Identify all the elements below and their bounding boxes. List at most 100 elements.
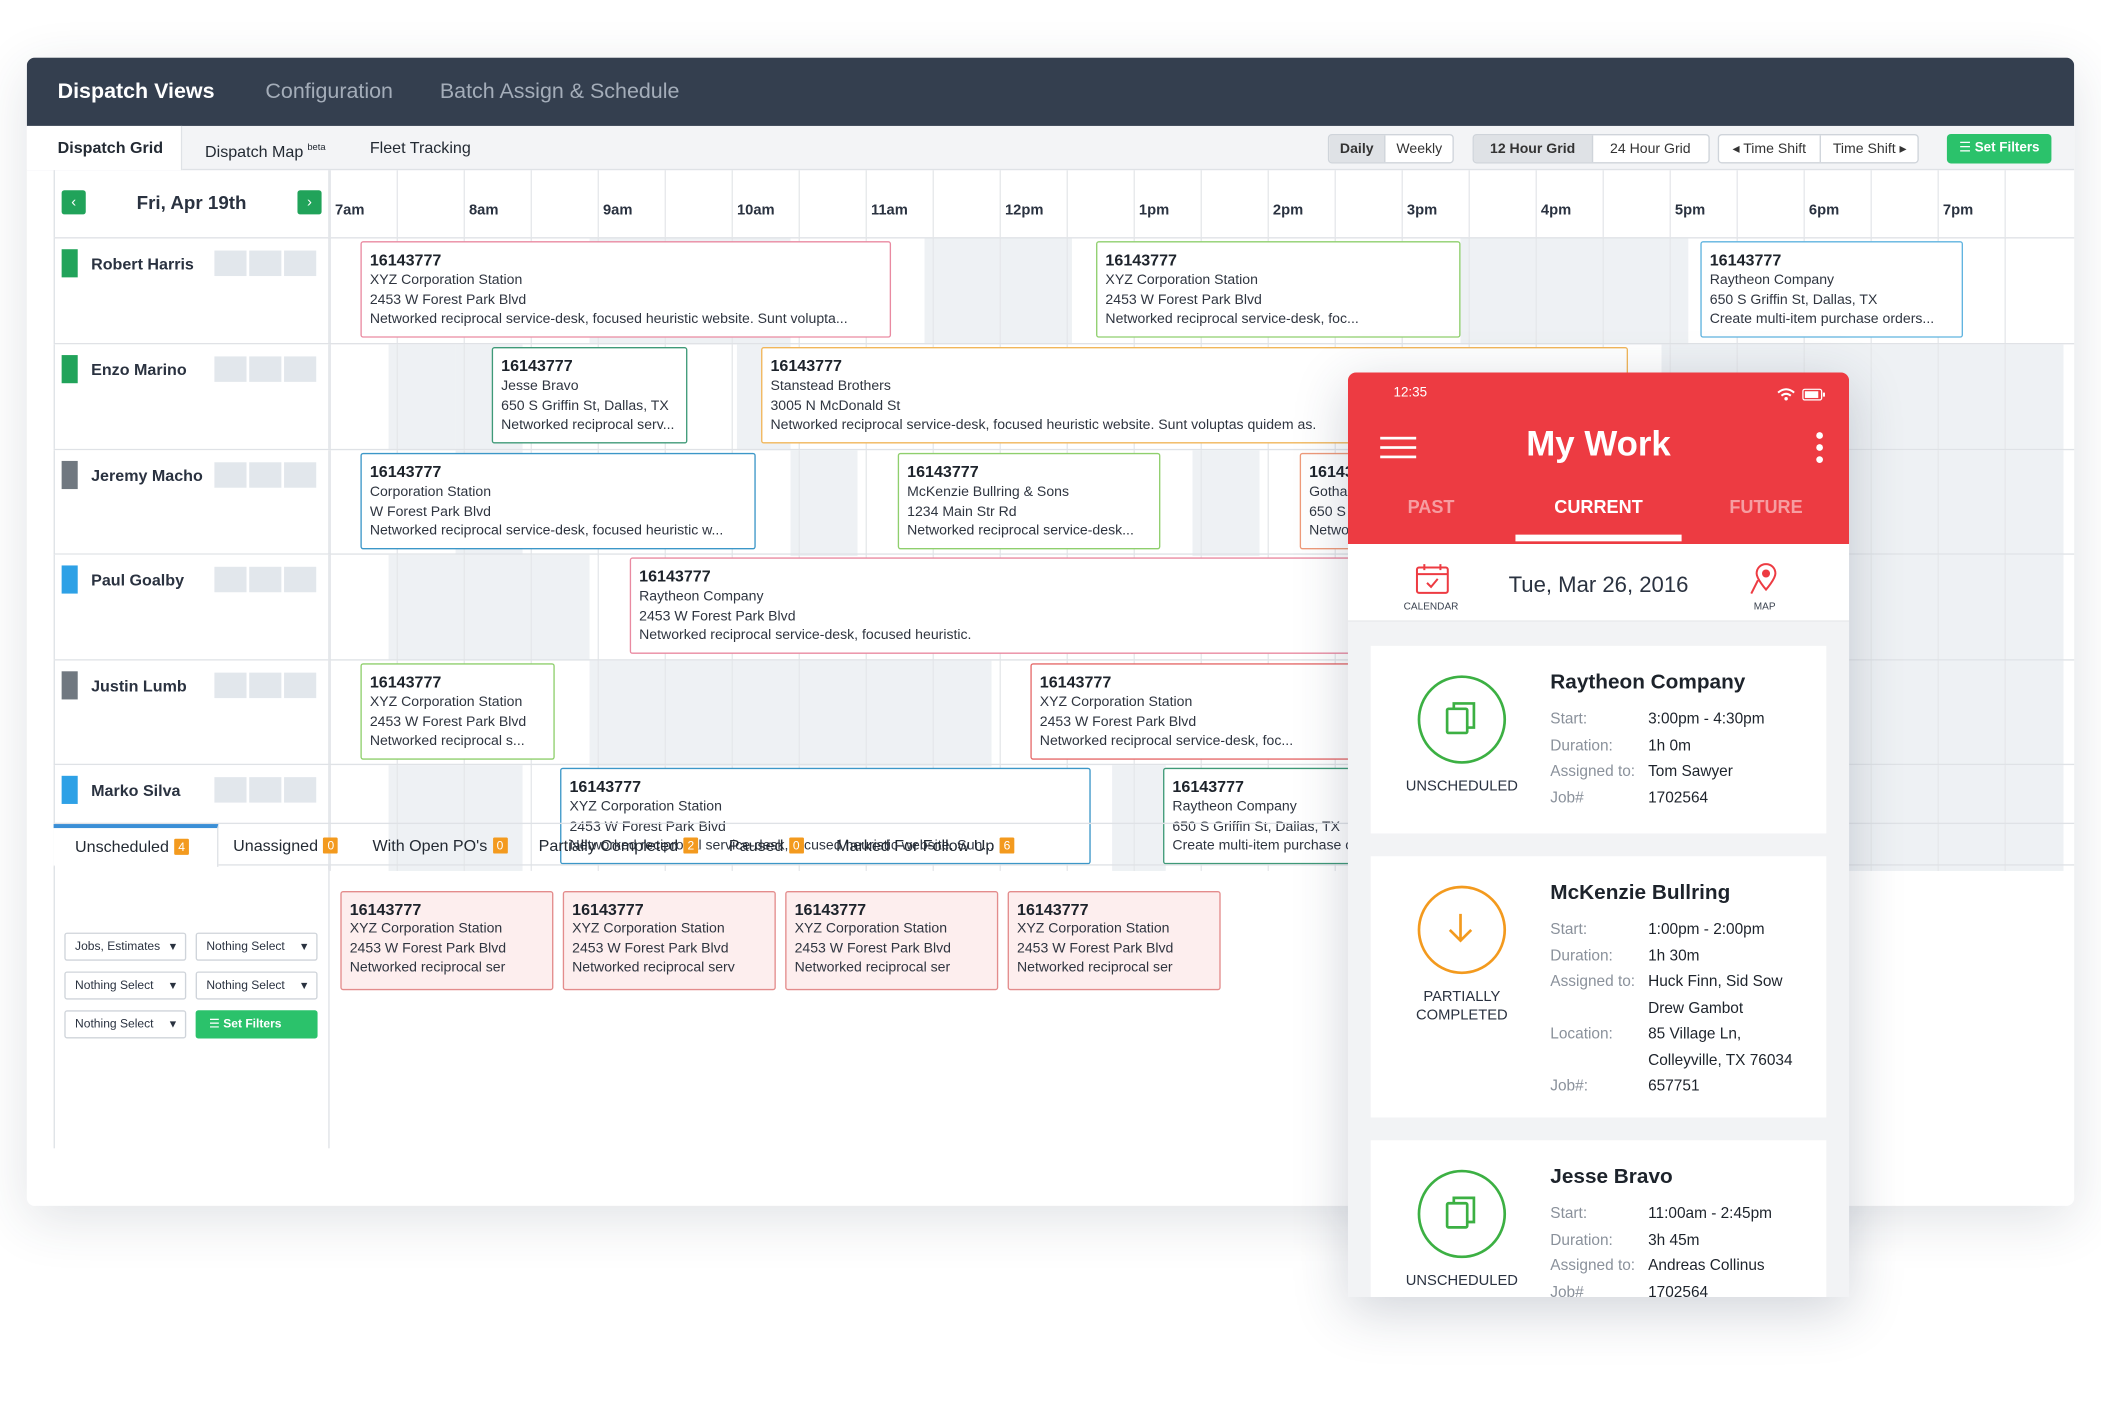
set-filters-label: Set Filters: [1974, 140, 2040, 156]
filter-select[interactable]: Nothing Select ▼: [195, 971, 318, 1000]
scheduled-job-card[interactable]: 16143777 McKenzie Bullring & Sons 1234 Mai…: [897, 452, 1161, 550]
technician-cell[interactable]: Robert Harris: [53, 238, 330, 344]
job-description: Networked reciprocal s...: [369, 733, 525, 750]
job-description: Networked reciprocal ser: [349, 959, 506, 976]
job-status-label: PARTIALLY COMPLETED: [1415, 988, 1508, 1024]
12-hour-grid-button[interactable]: 12 Hour Grid: [1473, 135, 1593, 163]
tab-dispatch-map[interactable]: Dispatch Map beta: [205, 126, 326, 170]
tab-label: Unscheduled: [75, 837, 169, 857]
calendar-button[interactable]: CALENDAR: [1391, 560, 1471, 614]
half-hour-divider: [1066, 170, 1134, 238]
filter-select[interactable]: Nothing Select ▼: [64, 971, 187, 1000]
tab-future[interactable]: FUTURE: [1729, 497, 1803, 518]
grid-line: [2004, 554, 2006, 660]
unavailable-slot: [388, 554, 590, 660]
tab-paused[interactable]: Paused 0: [729, 824, 804, 867]
unscheduled-job-card[interactable]: 16143777 XYZ Corporation Station 2453 W …: [1007, 891, 1221, 991]
map-button[interactable]: MAP: [1724, 560, 1804, 614]
field-label: Assigned to:: [1550, 1258, 1636, 1275]
grid-line: [932, 238, 934, 344]
scheduled-job-card[interactable]: 16143777 Jesse Bravo 650 S Griffin St, Dal…: [491, 347, 688, 444]
tab-current[interactable]: CURRENT: [1554, 497, 1643, 518]
technician-slot-indicator: [284, 462, 317, 488]
filter-select[interactable]: Nothing Select ▼: [64, 1010, 187, 1039]
mobile-job-card[interactable]: UNSCHEDULED Raytheon Company Start: 3:00pm …: [1370, 645, 1827, 834]
technician-name: Robert Harris: [91, 254, 194, 274]
grid-line: [1937, 344, 1939, 450]
select-value: Nothing Select: [75, 1016, 154, 1031]
technician-cell[interactable]: Enzo Marino: [53, 344, 330, 449]
technician-cell[interactable]: Paul Goalby: [53, 554, 330, 660]
grid-line: [1870, 765, 1872, 871]
unavailable-slot: [924, 238, 1072, 344]
grid-line: [798, 660, 800, 766]
job-description: Create multi-item purchase orders...: [1709, 311, 1935, 328]
grid-line: [396, 344, 398, 450]
hour-label: 6pm: [1803, 170, 1871, 238]
technician-cell[interactable]: Justin Lumb: [53, 660, 330, 766]
date-header: ‹ Fri, Apr 19th ›: [53, 170, 330, 238]
half-hour-divider: [2004, 170, 2072, 238]
field-label: Duration:: [1550, 1232, 1613, 1249]
filter-select[interactable]: Nothing Select ▼: [195, 932, 318, 961]
nav-configuration[interactable]: Configuration: [265, 79, 393, 103]
scheduled-job-card[interactable]: 16143777 Corporation Station W Forest Park…: [360, 452, 756, 550]
scheduled-job-card[interactable]: 16143777 XYZ Corporation Station 2453 W Fo…: [360, 241, 892, 338]
prev-day-button[interactable]: ‹: [61, 190, 86, 215]
queue-set-filters-button[interactable]: ☰ Set Filters: [195, 1010, 318, 1039]
job-id: 16143777: [369, 250, 442, 270]
technician-slot-indicator: [249, 672, 282, 699]
chevron-right-icon: ›: [307, 194, 312, 211]
weekly-button[interactable]: Weekly: [1396, 140, 1443, 157]
hour-label: 1pm: [1133, 170, 1201, 238]
tab-fleet-tracking[interactable]: Fleet Tracking: [370, 126, 471, 170]
select-value: Nothing Select: [206, 939, 285, 953]
scheduled-job-card[interactable]: 16143777 XYZ Corporation Station 2453 W Fo…: [360, 663, 555, 760]
scheduled-job-card[interactable]: 16143777 XYZ Corporation Station 2453 W Fo…: [1096, 241, 1461, 338]
24-hour-grid-button[interactable]: 24 Hour Grid: [1610, 140, 1691, 157]
next-day-button[interactable]: ›: [297, 190, 322, 215]
queue-filters: Jobs, Estimates ▼ Nothing Select ▼ Nothing…: [53, 865, 330, 1149]
mobile-title: My Work: [1526, 423, 1671, 464]
daily-button[interactable]: Daily: [1329, 135, 1386, 163]
unscheduled-job-card[interactable]: 16143777 XYZ Corporation Station 2453 W …: [340, 891, 554, 991]
technician-cell[interactable]: Jeremy Macho: [53, 450, 330, 555]
tab-with-open-pos[interactable]: With Open PO's 0: [372, 824, 508, 867]
caret-down-icon: ▼: [298, 979, 310, 992]
hamburger-menu-icon[interactable]: [1380, 435, 1417, 459]
tab-label: Partially Completed: [538, 836, 679, 855]
tab-dispatch-grid[interactable]: Dispatch Grid: [26, 125, 183, 171]
job-address: 2453 W Forest Park Blvd: [639, 607, 796, 624]
nav-dispatch-views[interactable]: Dispatch Views: [57, 79, 215, 103]
half-hour-divider: [530, 170, 598, 238]
mobile-job-card[interactable]: UNSCHEDULED Jesse Bravo Start: 11:00am - 2:…: [1370, 1140, 1827, 1298]
tab-partially-completed[interactable]: Partially Completed 2: [539, 824, 699, 867]
technician-color-tag: [61, 355, 78, 384]
time-shift-back-button[interactable]: ◂ Time Shift: [1719, 135, 1821, 163]
mobile-job-card[interactable]: PARTIALLY COMPLETED McKenzie Bullring Star…: [1370, 856, 1827, 1118]
tab-past[interactable]: PAST: [1407, 497, 1455, 518]
tab-marked-for-follow-up[interactable]: Marked For Follow Up 6: [836, 824, 1015, 867]
half-hour-divider: [1602, 170, 1670, 238]
nav-batch-assign[interactable]: Batch Assign & Schedule: [439, 79, 680, 103]
unscheduled-job-card[interactable]: 16143777 XYZ Corporation Station 2453 W …: [562, 891, 776, 991]
map-label: MAP: [1753, 600, 1776, 613]
half-hour-divider: [1736, 170, 1804, 238]
grid-line: [1602, 238, 1604, 344]
scheduled-job-card[interactable]: 16143777 Raytheon Company 2453 W Forest Pa…: [629, 557, 1434, 654]
half-hour-divider: [932, 170, 1000, 238]
job-type-select[interactable]: Jobs, Estimates ▼: [64, 932, 187, 961]
field-value: 85 Village Ln,: [1648, 1026, 1742, 1043]
wifi-icon: [1777, 388, 1795, 401]
time-shift-forward-button[interactable]: Time Shift ▸: [1832, 140, 1907, 157]
set-filters-button[interactable]: ☰ Set Filters: [1946, 133, 2052, 164]
technician-slot-indicator: [284, 250, 317, 277]
tab-unscheduled[interactable]: Unscheduled 4: [53, 824, 219, 867]
tab-unassigned[interactable]: Unassigned 0: [233, 824, 339, 867]
more-options-icon[interactable]: [1816, 431, 1824, 463]
half-hour-divider: [1870, 170, 1938, 238]
scheduled-job-card[interactable]: 16143777 Raytheon Company 650 S Griffin St…: [1700, 241, 1963, 338]
half-hour-divider: [1468, 170, 1536, 238]
technician-slot-indicator: [249, 566, 282, 593]
unscheduled-job-card[interactable]: 16143777 XYZ Corporation Station 2453 W …: [785, 891, 999, 991]
